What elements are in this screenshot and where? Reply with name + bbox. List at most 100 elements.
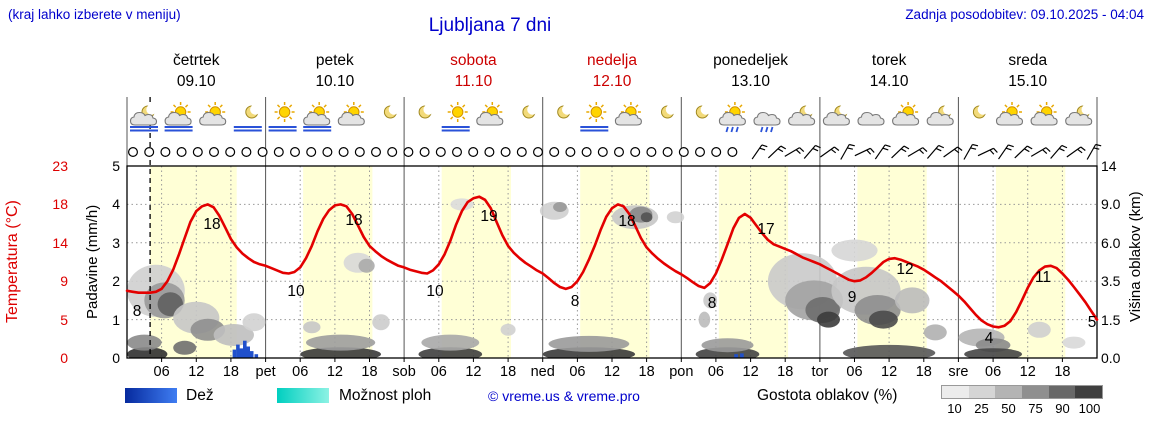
svg-text:ned: ned — [531, 364, 555, 380]
weather-icon-sun-cloud-fog — [303, 102, 332, 132]
temp-tick-5: 5 — [60, 311, 68, 328]
weather-icon-cloud-moon — [1065, 104, 1093, 126]
cloud-tick-0.0: 0.0 — [1101, 350, 1121, 366]
day-name-sreda: sreda — [1008, 52, 1048, 69]
rain-legend-label: Dež — [186, 387, 214, 404]
svg-text:18: 18 — [223, 364, 239, 380]
svg-text:18: 18 — [618, 213, 635, 230]
svg-text:06: 06 — [846, 364, 862, 380]
svg-text:sre: sre — [948, 364, 968, 380]
svg-text:18: 18 — [361, 364, 377, 380]
showers-legend-label: Možnost ploh — [339, 387, 432, 404]
weather-icon-cloud-moon — [822, 104, 850, 126]
menu-hint-text: (kraj lahko izberete v meniju) — [8, 7, 181, 22]
day-name-ponedeljek: ponedeljek — [713, 52, 789, 69]
weather-icon-sun-cloud-fog — [164, 102, 193, 132]
weather-icon-sun-cloud — [1030, 102, 1058, 126]
weather-icon-sun-cloud — [614, 102, 642, 126]
precip-tick-5: 5 — [112, 158, 120, 174]
cloud-tick-14: 14 — [1101, 158, 1117, 174]
svg-text:17: 17 — [757, 221, 774, 238]
weather-icon-moon — [522, 104, 538, 119]
density-tick-75: 75 — [1028, 401, 1043, 416]
svg-text:12: 12 — [881, 364, 897, 380]
svg-text:12: 12 — [1020, 364, 1036, 380]
cloud-density-label: Gostota oblakov (%) — [757, 387, 898, 404]
precip-tick-1: 1 — [112, 311, 120, 328]
weather-icon-moon-fog — [233, 104, 262, 132]
cloud-density-scale — [941, 385, 1103, 399]
weather-icon-sun-cloud-rain — [718, 102, 746, 133]
density-tick-90: 90 — [1055, 401, 1070, 416]
svg-text:sob: sob — [392, 364, 415, 380]
cloud-blobs — [127, 198, 1086, 358]
svg-text:pon: pon — [669, 364, 693, 380]
svg-text:8: 8 — [133, 303, 142, 320]
svg-text:06: 06 — [292, 364, 308, 380]
day-name-torek: torek — [871, 52, 907, 69]
weather-icon-sun-cloud — [199, 102, 227, 126]
weather-icon-moon — [695, 104, 711, 119]
weather-icon-sun-cloud — [995, 102, 1024, 126]
weather-icon-sun-cloud — [476, 102, 504, 126]
last-updated-text: Zadnja posodobitev: 09.10.2025 - 04:04 — [905, 7, 1144, 22]
weather-icon-sun-fog — [580, 102, 609, 132]
svg-text:06: 06 — [154, 364, 170, 380]
day-date-sreda: 15.10 — [1008, 73, 1048, 90]
svg-text:18: 18 — [500, 364, 516, 380]
svg-text:8: 8 — [571, 293, 580, 310]
weather-icon-moon — [418, 104, 434, 119]
precip-tick-0: 0 — [112, 350, 120, 366]
rain-legend-swatch — [125, 388, 177, 403]
svg-text:12: 12 — [465, 364, 481, 380]
cloud-density-tick-labels: 10 25 50 75 90 100 — [941, 401, 1103, 416]
svg-text:19: 19 — [480, 208, 497, 225]
weather-icon-cloud — [857, 111, 885, 126]
density-seg-90 — [1048, 386, 1076, 398]
density-seg-25 — [968, 386, 996, 398]
temp-tick-23: 23 — [52, 158, 68, 174]
density-seg-100 — [1075, 386, 1103, 398]
svg-text:tor: tor — [811, 364, 828, 380]
weather-icon-cloud-moon — [788, 104, 816, 126]
svg-text:4: 4 — [985, 330, 994, 347]
density-tick-100: 100 — [1078, 401, 1101, 416]
svg-text:18: 18 — [916, 364, 932, 380]
weather-icon-moon — [383, 104, 400, 119]
temp-tick-14: 14 — [52, 234, 68, 251]
day-date-petek: 10.10 — [315, 73, 355, 90]
density-seg-50 — [995, 386, 1023, 398]
weather-icons — [129, 102, 1093, 133]
density-tick-50: 50 — [1001, 401, 1016, 416]
cloud-tick-6.0: 6.0 — [1101, 234, 1121, 251]
svg-text:06: 06 — [708, 364, 724, 380]
day-date-četrtek: 09.10 — [176, 73, 216, 90]
credit-links[interactable]: © vreme.us & vreme.pro — [488, 388, 640, 404]
svg-text:9: 9 — [848, 289, 857, 306]
density-seg-10 — [942, 386, 969, 398]
svg-text:12: 12 — [327, 364, 343, 380]
temp-tick-9: 9 — [60, 273, 68, 290]
precip-tick-3: 3 — [112, 234, 120, 251]
day-name-nedelja: nedelja — [586, 52, 637, 69]
svg-text:06: 06 — [569, 364, 585, 380]
svg-text:06: 06 — [431, 364, 447, 380]
svg-text:12: 12 — [743, 364, 759, 380]
svg-text:18: 18 — [1054, 364, 1070, 380]
day-name-sobota: sobota — [450, 52, 497, 69]
x-axis-labels: 06 12 18 pet 06 12 18 sob 06 12 18 ned 06 12 18 pon 06 12… — [154, 358, 1070, 380]
svg-text:12: 12 — [604, 364, 620, 380]
day-name-četrtek: četrtek — [173, 52, 220, 69]
weather-icon-cloud-moon — [926, 104, 954, 126]
svg-text:12: 12 — [896, 261, 913, 278]
svg-text:5: 5 — [1088, 314, 1097, 331]
weather-icon-moon — [972, 104, 989, 119]
weather-icon-sun-fog — [268, 102, 297, 132]
day-date-sobota: 11.10 — [454, 73, 493, 90]
day-date-torek: 14.10 — [869, 73, 909, 90]
density-seg-75 — [1022, 386, 1049, 398]
precip-tick-4: 4 — [112, 196, 120, 213]
